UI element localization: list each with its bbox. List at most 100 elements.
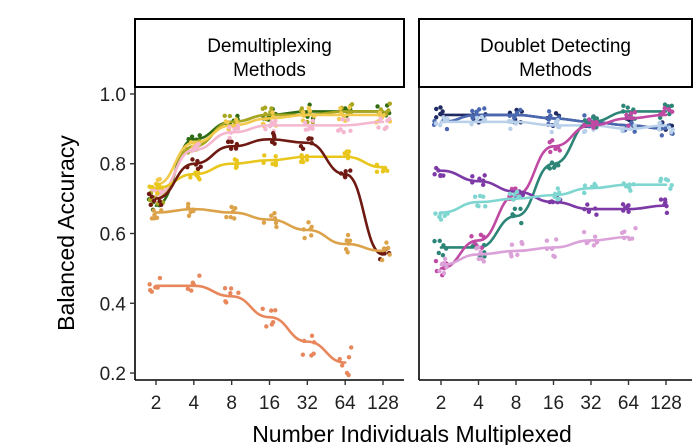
data-point xyxy=(474,109,479,115)
data-point xyxy=(508,126,513,132)
x-axis-demultiplexing: 2 4 8 16 32 64 128 xyxy=(151,380,399,414)
data-point xyxy=(444,264,449,270)
data-point xyxy=(306,136,312,141)
series-5 xyxy=(146,131,392,262)
data-point xyxy=(658,178,663,184)
data-point xyxy=(509,242,515,247)
data-point xyxy=(482,173,487,178)
data-point xyxy=(269,120,274,125)
data-point xyxy=(344,238,349,243)
series-6 xyxy=(149,201,392,263)
series-4 xyxy=(433,105,675,278)
data-point xyxy=(379,257,385,263)
x-tick-label: 64 xyxy=(618,393,640,414)
data-point xyxy=(668,186,673,191)
data-point xyxy=(262,105,268,110)
data-point xyxy=(594,212,599,217)
data-point xyxy=(227,124,232,130)
data-point xyxy=(557,148,562,153)
data-point xyxy=(632,110,638,115)
data-point xyxy=(440,252,446,258)
trend-line xyxy=(439,120,668,131)
data-point xyxy=(306,220,311,225)
data-point xyxy=(620,202,626,207)
data-point xyxy=(339,363,345,368)
data-point xyxy=(553,111,559,116)
data-point xyxy=(343,106,348,111)
data-point xyxy=(233,117,239,122)
data-point xyxy=(224,300,229,305)
data-point xyxy=(302,120,308,125)
data-point xyxy=(157,275,163,281)
data-point xyxy=(483,204,488,209)
strip-title-line: Methods xyxy=(519,60,592,81)
data-point xyxy=(336,116,342,122)
data-point xyxy=(155,191,160,196)
trend-line xyxy=(154,138,385,256)
x-tick-label: 16 xyxy=(259,393,280,414)
data-point xyxy=(343,169,348,174)
data-point xyxy=(585,202,590,207)
data-point xyxy=(434,115,439,120)
data-point xyxy=(384,125,389,130)
data-point xyxy=(233,206,238,211)
data-point xyxy=(436,250,441,256)
data-point xyxy=(190,280,196,286)
series-3 xyxy=(150,116,392,203)
data-point xyxy=(621,103,626,108)
trend-line xyxy=(154,284,347,364)
data-point xyxy=(663,200,668,205)
data-point xyxy=(592,234,598,239)
data-point xyxy=(629,236,635,241)
data-point xyxy=(384,240,389,245)
y-axis: 0.2 0.4 0.6 0.8 1.0 xyxy=(100,85,135,385)
x-tick-label: 32 xyxy=(297,393,318,414)
data-point xyxy=(376,125,381,130)
data-point xyxy=(306,127,311,132)
data-point xyxy=(347,238,353,243)
data-point xyxy=(273,154,278,159)
data-point xyxy=(273,308,278,313)
data-point xyxy=(628,111,634,116)
strip-doublet-box xyxy=(418,18,693,88)
data-point xyxy=(227,135,232,141)
data-point xyxy=(555,186,561,191)
data-point xyxy=(658,197,664,202)
data-point xyxy=(374,169,380,174)
data-point xyxy=(307,108,312,113)
data-point xyxy=(670,127,675,132)
trend-line xyxy=(154,207,385,253)
data-point xyxy=(553,237,559,242)
data-point xyxy=(665,178,671,183)
data-point xyxy=(229,204,234,210)
data-point xyxy=(657,115,663,120)
panel-doublet-detecting xyxy=(418,87,692,381)
data-point xyxy=(269,308,274,313)
data-point xyxy=(433,258,439,264)
data-point xyxy=(227,113,233,119)
data-point xyxy=(470,108,475,114)
data-point xyxy=(185,286,191,291)
data-point xyxy=(438,172,443,178)
data-point xyxy=(309,333,315,338)
strip-title-line: Demultiplexing xyxy=(207,36,332,57)
data-point xyxy=(547,166,553,171)
data-point xyxy=(520,241,525,247)
data-point xyxy=(262,153,267,158)
data-point xyxy=(626,203,631,208)
data-point xyxy=(552,254,557,260)
data-point xyxy=(228,286,234,291)
strip-demultiplexing-label: Demultiplexing Methods xyxy=(207,36,332,81)
data-point xyxy=(478,232,484,238)
data-point xyxy=(470,115,475,121)
data-point xyxy=(235,126,241,131)
data-point xyxy=(346,149,352,154)
data-point xyxy=(508,251,513,257)
data-point xyxy=(434,106,439,112)
data-point xyxy=(228,146,234,151)
data-point xyxy=(582,113,587,118)
data-point xyxy=(228,291,233,296)
data-point xyxy=(432,172,437,177)
data-point xyxy=(223,119,228,124)
data-point xyxy=(582,183,588,188)
